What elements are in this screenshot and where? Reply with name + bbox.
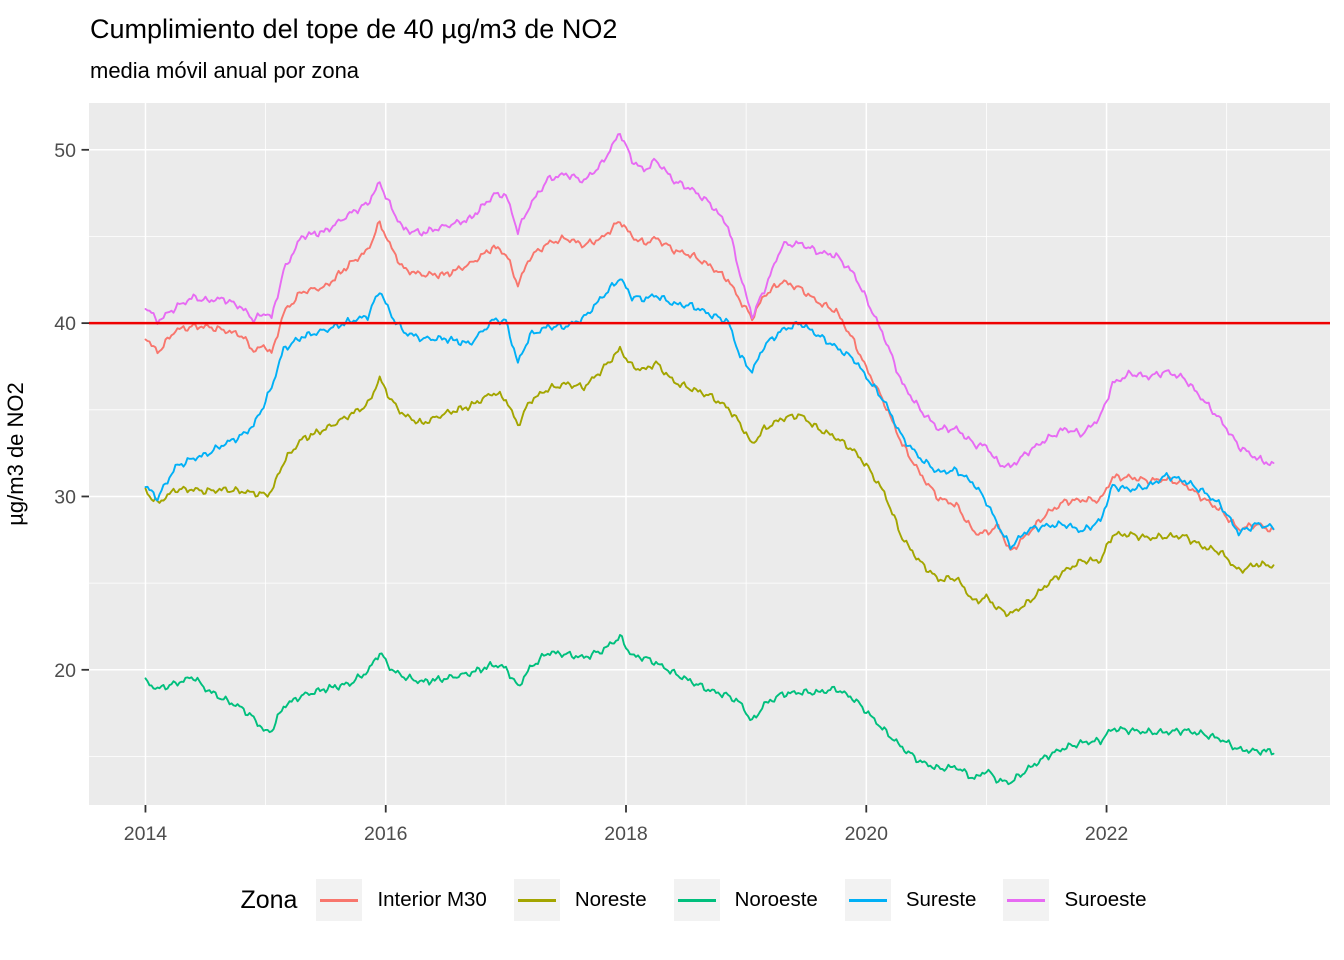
series-line-noroeste xyxy=(144,634,1275,786)
legend-key-line xyxy=(677,898,716,902)
legend-key-swatch xyxy=(513,879,560,921)
series-line-sureste xyxy=(144,278,1275,550)
chart-title: Cumplimiento del tope de 40 µg/m3 de NO2 xyxy=(90,14,618,44)
y-tick-label: 50 xyxy=(54,140,76,162)
legend-label: Sureste xyxy=(905,888,977,911)
legend-items: Interior M30 Noreste Noroeste Sureste Suroes… xyxy=(316,879,1173,921)
legend-item-interior-m30: Interior M30 xyxy=(316,879,487,921)
x-tick-label: 2020 xyxy=(845,823,889,845)
legend-key-swatch xyxy=(844,879,891,921)
legend-key-swatch xyxy=(1003,879,1050,921)
legend-label: Interior M30 xyxy=(377,888,487,911)
legend-key-swatch xyxy=(316,879,363,921)
legend-item-suroeste: Suroeste xyxy=(1003,879,1147,921)
chart-subtitle: media móvil anual por zona xyxy=(90,58,360,83)
panel-background xyxy=(89,103,1330,805)
x-tick-label: 2018 xyxy=(604,823,647,845)
legend-key-line xyxy=(320,898,359,902)
y-tick-label: 40 xyxy=(54,313,76,335)
series-line-noreste xyxy=(144,345,1275,618)
x-tick-label: 2016 xyxy=(364,823,407,845)
y-axis-title: µg/m3 de NO2 xyxy=(3,382,28,526)
legend-key-swatch xyxy=(673,879,720,921)
x-tick-label: 2014 xyxy=(124,823,168,845)
legend-key-line xyxy=(1007,898,1046,902)
y-tick-label: 20 xyxy=(54,660,76,682)
legend: Zona Interior M30 Noreste Noroeste Sureste S… xyxy=(70,879,1344,921)
legend-item-noreste: Noreste xyxy=(513,879,647,921)
legend-label: Noroeste xyxy=(734,888,818,911)
legend-item-noroeste: Noroeste xyxy=(673,879,818,921)
y-tick-label: 30 xyxy=(54,486,76,508)
legend-label: Noreste xyxy=(574,888,647,911)
legend-title: Zona xyxy=(240,885,298,914)
series-line-interior-m30 xyxy=(144,220,1275,551)
legend-item-sureste: Sureste xyxy=(844,879,977,921)
x-tick-label: 2022 xyxy=(1085,823,1128,845)
legend-label: Suroeste xyxy=(1064,888,1147,911)
legend-key-line xyxy=(848,898,887,902)
legend-key-line xyxy=(517,898,556,902)
series-line-suroeste xyxy=(144,132,1275,469)
